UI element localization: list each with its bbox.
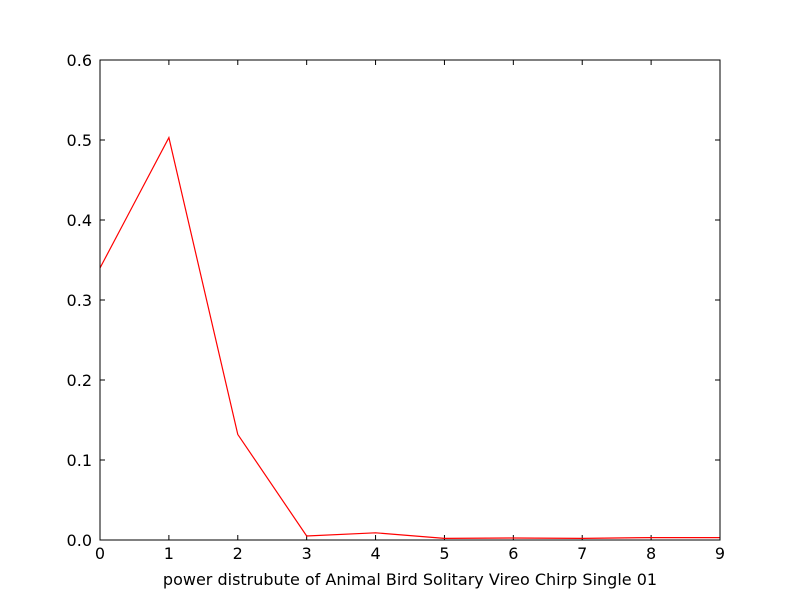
- x-tick-label: 3: [302, 544, 312, 563]
- series-layer: [100, 138, 720, 539]
- x-tick-label: 0: [95, 544, 105, 563]
- y-tick-label: 0.4: [67, 211, 92, 230]
- x-tick-label: 8: [646, 544, 656, 563]
- x-tick-label: 7: [577, 544, 587, 563]
- x-tick-label: 1: [164, 544, 174, 563]
- y-tick-label: 0.6: [67, 51, 92, 70]
- x-tick-label: 9: [715, 544, 725, 563]
- y-tick-label: 0.3: [67, 291, 92, 310]
- x-tick-label: 2: [233, 544, 243, 563]
- y-tick-label: 0.1: [67, 451, 92, 470]
- y-tick-label: 0.2: [67, 371, 92, 390]
- x-tick-label: 5: [439, 544, 449, 563]
- plot-frame: [100, 60, 720, 540]
- y-tick-label: 0.5: [67, 131, 92, 150]
- axis-ticks: 0 1 2 3 4 5 6 7 8 9 0.0 0.1 0.2 0.3 0.4 0.5 0.6: [67, 51, 726, 563]
- y-tick-label: 0.0: [67, 531, 92, 550]
- x-tick-label: 6: [508, 544, 518, 563]
- series-line-0: [100, 138, 720, 539]
- x-axis-label: power distrubute of Animal Bird Solitary…: [163, 570, 657, 589]
- x-tick-label: 4: [370, 544, 380, 563]
